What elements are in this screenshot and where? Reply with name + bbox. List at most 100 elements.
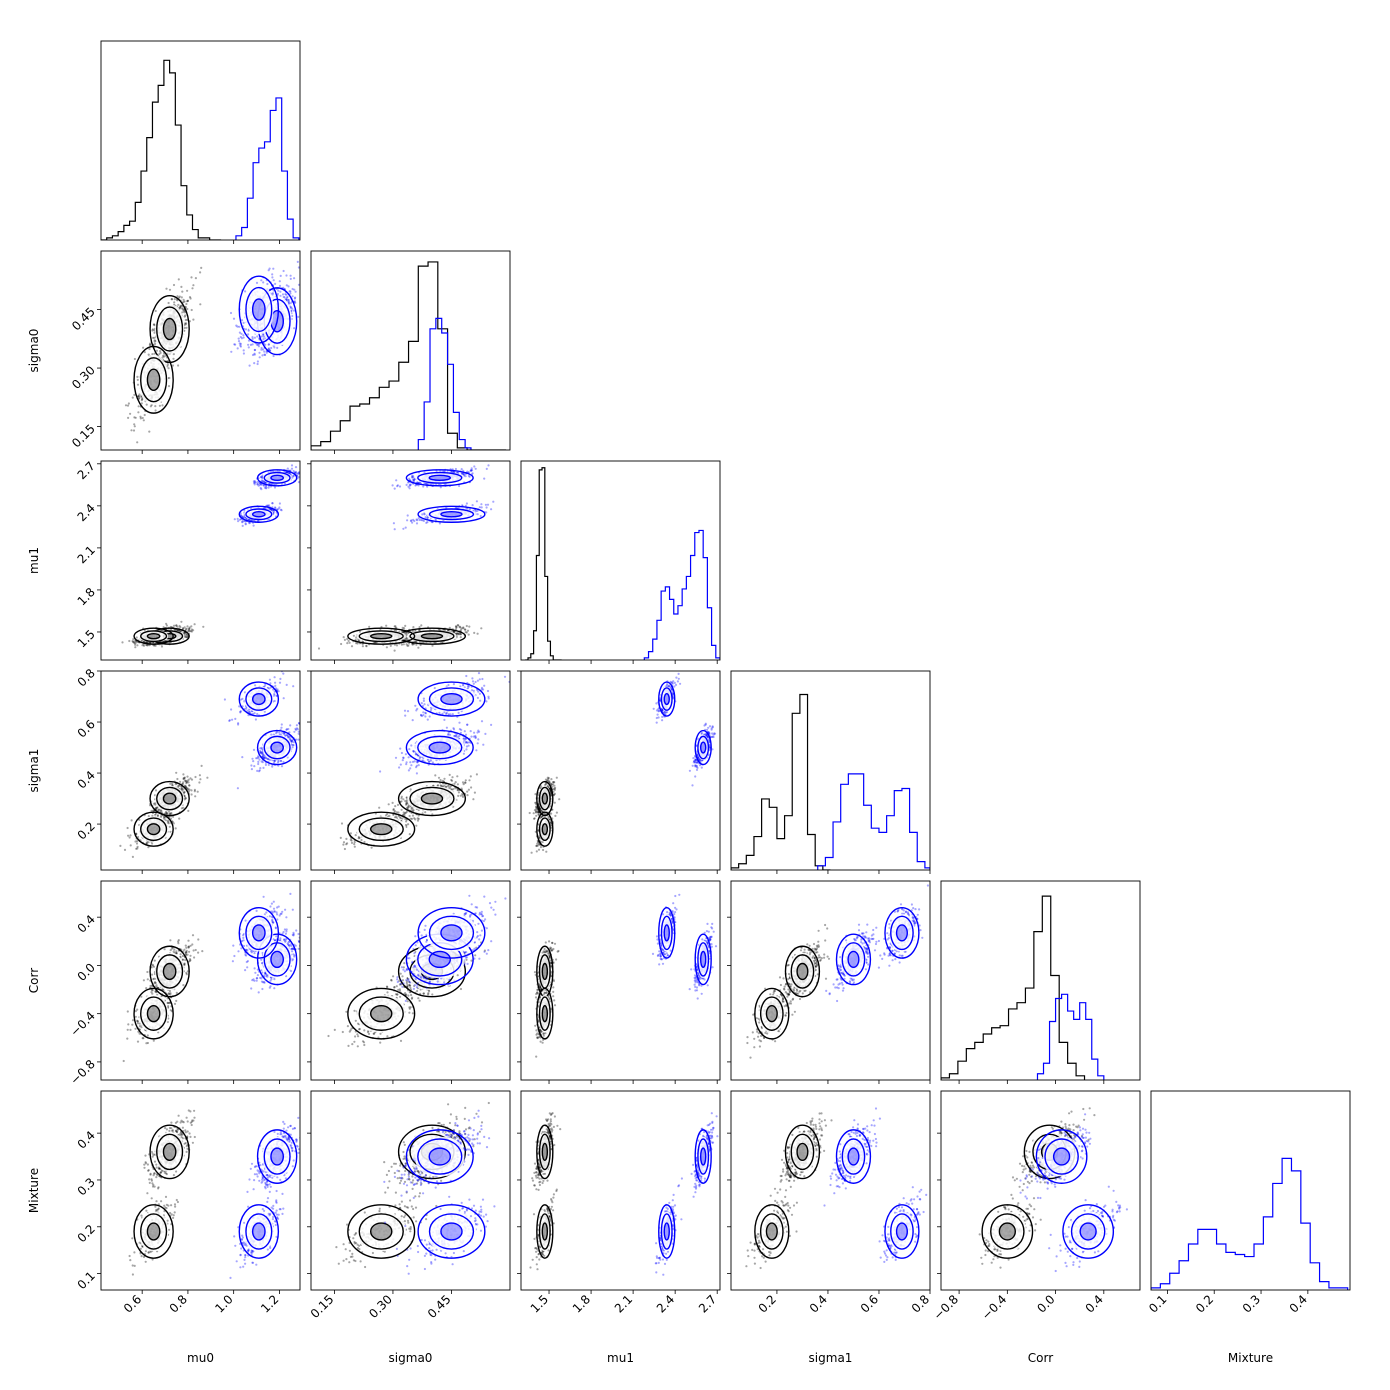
scatter-point	[413, 480, 416, 483]
scatter-point	[183, 791, 186, 794]
scatter-point	[303, 276, 305, 278]
scatter-point	[248, 522, 251, 525]
scatter-point	[130, 819, 133, 822]
scatter-point	[235, 324, 238, 327]
scatter-point	[273, 346, 276, 349]
scatter-point	[167, 367, 170, 370]
scatter-point	[142, 419, 145, 422]
scatter-point	[285, 293, 288, 296]
scatter-point	[291, 746, 294, 749]
scatter-point	[294, 296, 297, 299]
scatter-point	[297, 472, 300, 475]
scatter-point	[411, 521, 414, 524]
panel-content	[101, 59, 300, 240]
scatter-point	[190, 789, 193, 792]
scatter-point	[169, 628, 173, 631]
scatter-point	[431, 644, 434, 647]
scatter-point	[119, 844, 122, 848]
scatter-point	[276, 292, 279, 295]
scatter-point	[385, 646, 388, 649]
scatter-point	[237, 340, 241, 343]
scatter-point	[258, 356, 261, 359]
scatter-point	[297, 472, 300, 475]
scatter-point	[417, 484, 420, 487]
scatter-point	[192, 284, 195, 287]
contour-level-2	[420, 632, 444, 640]
scatter-point	[189, 297, 192, 300]
scatter-point	[464, 631, 467, 634]
scatter-point	[282, 295, 285, 299]
y-tick-label: 0.45	[69, 305, 98, 334]
panel-content	[121, 464, 307, 649]
scatter-point	[175, 624, 178, 627]
panel-frame	[100, 460, 301, 661]
scatter-point	[183, 784, 187, 787]
scatter-point	[153, 340, 156, 343]
scatter-point	[276, 346, 279, 349]
panel-frame	[100, 40, 301, 241]
panel-content	[317, 464, 495, 652]
scatter-point	[200, 266, 203, 269]
scatter-point	[149, 405, 152, 408]
scatter-point	[252, 480, 255, 483]
scatter-point	[317, 647, 321, 650]
contour-level-2	[440, 511, 463, 518]
scatter-point	[184, 785, 187, 788]
contour-level-1	[409, 630, 455, 643]
scatter-series-0	[124, 266, 203, 444]
scatter-point	[241, 756, 244, 759]
scatter-point	[425, 521, 428, 525]
scatter-point	[148, 347, 151, 351]
scatter-point	[438, 522, 441, 525]
scatter-point	[350, 645, 354, 648]
scatter-point	[474, 510, 477, 513]
scatter-point	[291, 476, 294, 479]
scatter-point	[454, 467, 457, 471]
scatter-point	[173, 298, 176, 301]
scatter-point	[412, 518, 415, 521]
scatter-point	[238, 342, 241, 345]
scatter-point	[158, 808, 161, 811]
scatter-point	[165, 811, 168, 815]
scatter-point	[153, 331, 156, 334]
scatter-point	[437, 483, 440, 486]
scatter-point	[470, 469, 473, 472]
scatter-point	[271, 276, 274, 279]
scatter-point	[167, 385, 171, 388]
scatter-point	[408, 487, 411, 490]
scatter-point	[249, 343, 252, 346]
scatter-point	[141, 398, 144, 401]
scatter-point	[181, 308, 184, 311]
scatter-point	[454, 628, 458, 631]
scatter-point	[274, 282, 277, 285]
scatter-point	[415, 522, 419, 525]
scatter-point	[166, 819, 169, 822]
scatter-point	[240, 319, 244, 322]
scatter-point	[297, 266, 300, 269]
scatter-point	[158, 353, 161, 356]
scatter-point	[172, 283, 176, 287]
scatter-point	[408, 484, 411, 487]
scatter-point	[184, 779, 187, 783]
scatter-point	[131, 640, 134, 643]
scatter-point	[185, 326, 188, 329]
scatter-point	[342, 636, 345, 639]
scatter-point	[129, 412, 132, 415]
scatter-point	[305, 467, 307, 469]
scatter-point	[416, 481, 419, 484]
scatter-point	[422, 485, 425, 488]
contour-level-0	[133, 811, 174, 847]
scatter-point	[178, 817, 181, 820]
scatter-point	[169, 817, 173, 820]
scatter-point	[185, 633, 188, 636]
scatter-point	[468, 475, 471, 478]
scatter-point	[263, 757, 266, 760]
scatter-point	[411, 475, 414, 478]
scatter-point	[156, 814, 159, 818]
scatter-point	[357, 639, 361, 642]
scatter-point	[282, 760, 285, 764]
scatter-point	[188, 296, 192, 299]
scatter-point	[263, 350, 266, 353]
scatter-point	[179, 304, 182, 307]
scatter-point	[184, 797, 187, 800]
